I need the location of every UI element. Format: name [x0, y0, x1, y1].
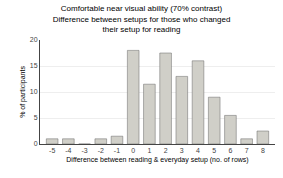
svg-text:4: 4	[196, 147, 200, 154]
svg-text:Difference between reading & e: Difference between reading & everyday se…	[66, 156, 248, 164]
svg-text:Comfortable near visual abilit: Comfortable near visual ability (70% con…	[53, 4, 231, 34]
svg-text:-1: -1	[114, 147, 120, 154]
svg-text:5: 5	[34, 114, 38, 121]
svg-text:10: 10	[30, 88, 38, 95]
svg-text:-3: -3	[81, 147, 87, 154]
svg-text:20: 20	[30, 36, 38, 43]
svg-text:8: 8	[261, 147, 265, 154]
svg-text:15: 15	[30, 62, 38, 69]
svg-text:-2: -2	[98, 147, 104, 154]
svg-text:6: 6	[228, 147, 232, 154]
svg-text:-4: -4	[65, 147, 71, 154]
svg-text:% of participants: % of participants	[19, 66, 27, 118]
svg-text:-5: -5	[49, 147, 55, 154]
svg-text:7: 7	[245, 147, 249, 154]
svg-text:2: 2	[164, 147, 168, 154]
svg-text:5: 5	[212, 147, 216, 154]
svg-text:0: 0	[131, 147, 135, 154]
svg-text:3: 3	[180, 147, 184, 154]
svg-text:1: 1	[147, 147, 151, 154]
svg-text:0: 0	[34, 140, 38, 147]
